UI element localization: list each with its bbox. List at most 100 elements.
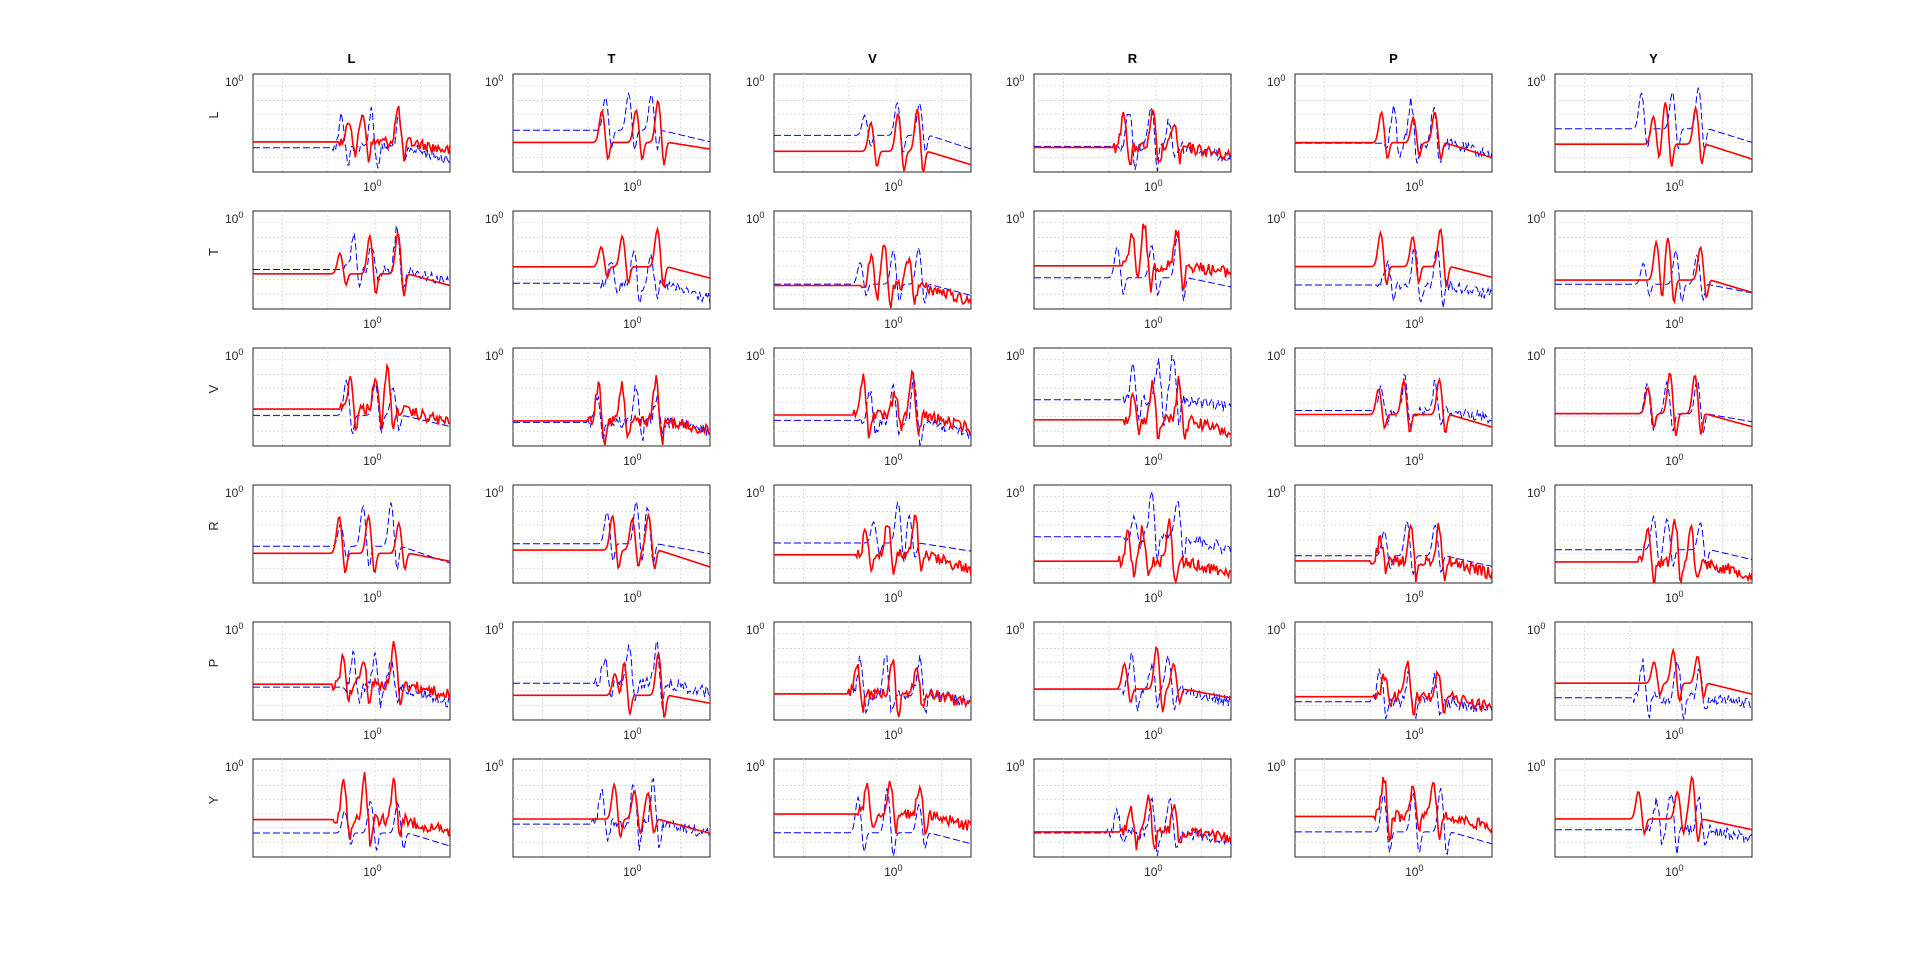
x-tick-label: 100 bbox=[1665, 178, 1683, 194]
subplot-t-y: 100 100 bbox=[1527, 210, 1753, 331]
series-line-red bbox=[253, 771, 451, 847]
column-title-y: Y bbox=[1649, 51, 1658, 66]
series-line-blue bbox=[253, 650, 451, 708]
axes-box bbox=[252, 484, 451, 584]
axes-box bbox=[1294, 73, 1493, 173]
x-tick-label: 100 bbox=[884, 863, 902, 879]
x-tick-label: 100 bbox=[1144, 863, 1162, 879]
series-line-red bbox=[1034, 375, 1232, 440]
series-line-blue bbox=[1034, 105, 1232, 172]
y-tick-label: 100 bbox=[225, 210, 243, 226]
column-title-l: L bbox=[348, 51, 356, 66]
series-line-red bbox=[1034, 645, 1232, 713]
y-tick-label: 100 bbox=[485, 621, 503, 637]
column-title-r: R bbox=[1128, 51, 1138, 66]
series-line-blue bbox=[774, 787, 972, 857]
y-tick-label: 100 bbox=[225, 73, 243, 89]
axes-box bbox=[252, 621, 451, 721]
y-tick-label: 100 bbox=[1006, 484, 1024, 500]
series-line-red bbox=[1034, 223, 1232, 293]
y-tick-label: 100 bbox=[1527, 484, 1545, 500]
subplot-v-l: 100 100 bbox=[225, 347, 451, 468]
series-line-blue bbox=[774, 501, 972, 562]
subplot-p-r: 100 100 bbox=[1006, 621, 1232, 742]
series-line-blue bbox=[1555, 514, 1753, 569]
axes-box bbox=[1033, 758, 1232, 858]
series-line-red bbox=[253, 362, 451, 432]
axes-box bbox=[1294, 758, 1493, 858]
subplot-t-r: 100 100 bbox=[1006, 210, 1232, 331]
subplot-y-r: 100 100 bbox=[1006, 758, 1232, 879]
y-tick-label: 100 bbox=[746, 621, 764, 637]
series-line-red bbox=[774, 514, 972, 576]
series-line-blue bbox=[1555, 792, 1753, 855]
axes-box bbox=[512, 621, 711, 721]
y-tick-label: 100 bbox=[485, 758, 503, 774]
series-line-red bbox=[1295, 660, 1493, 716]
subplot-y-v: 100 100 bbox=[746, 758, 972, 879]
x-tick-label: 100 bbox=[363, 315, 381, 331]
row-label-v: V bbox=[206, 384, 221, 393]
axes-box bbox=[1554, 758, 1753, 858]
x-tick-label: 100 bbox=[1144, 452, 1162, 468]
series-line-blue bbox=[253, 800, 451, 851]
series-line-blue bbox=[1295, 249, 1493, 309]
series-line-red bbox=[1555, 775, 1753, 843]
x-tick-label: 100 bbox=[623, 178, 641, 194]
x-tick-label: 100 bbox=[1144, 178, 1162, 194]
axes-box bbox=[512, 347, 711, 447]
series-line-blue bbox=[1555, 658, 1753, 720]
subplot-p-y: 100 100 bbox=[1527, 621, 1753, 742]
subplot-y-y: 100 100 bbox=[1527, 758, 1753, 879]
series-line-red bbox=[1295, 227, 1493, 289]
series-line-red bbox=[1295, 776, 1493, 843]
y-tick-label: 100 bbox=[1527, 347, 1545, 363]
axes-box bbox=[252, 210, 451, 310]
y-tick-label: 100 bbox=[225, 758, 243, 774]
y-tick-label: 100 bbox=[225, 621, 243, 637]
series-line-red bbox=[253, 513, 451, 574]
subplot-l-t: 100 100 bbox=[485, 73, 711, 194]
y-tick-label: 100 bbox=[485, 73, 503, 89]
series-line-red bbox=[1034, 518, 1232, 585]
x-tick-label: 100 bbox=[363, 178, 381, 194]
row-label-p: P bbox=[206, 659, 221, 668]
subplot-t-v: 100 100 bbox=[746, 210, 972, 331]
y-tick-label: 100 bbox=[746, 73, 764, 89]
y-tick-label: 100 bbox=[485, 484, 503, 500]
series-line-blue bbox=[253, 225, 451, 292]
subplot-r-v: 100 100 bbox=[746, 484, 972, 605]
axes-box bbox=[773, 347, 972, 447]
x-tick-label: 100 bbox=[884, 452, 902, 468]
y-tick-label: 100 bbox=[1267, 347, 1285, 363]
y-tick-label: 100 bbox=[1006, 210, 1024, 226]
x-tick-label: 100 bbox=[1144, 315, 1162, 331]
y-tick-label: 100 bbox=[746, 484, 764, 500]
y-tick-label: 100 bbox=[1527, 73, 1545, 89]
y-tick-label: 100 bbox=[746, 758, 764, 774]
series-line-blue bbox=[1295, 520, 1493, 575]
row-label-y: Y bbox=[206, 795, 221, 804]
x-tick-label: 100 bbox=[1405, 452, 1423, 468]
subplot-t-t: 100 100 bbox=[485, 210, 711, 331]
x-tick-label: 100 bbox=[1405, 589, 1423, 605]
axes-box bbox=[1033, 621, 1232, 721]
series-line-blue bbox=[1034, 491, 1232, 561]
x-tick-label: 100 bbox=[623, 452, 641, 468]
series-line-red bbox=[774, 659, 972, 718]
y-tick-label: 100 bbox=[1006, 621, 1024, 637]
series-line-red bbox=[513, 226, 711, 289]
axes-box bbox=[252, 758, 451, 858]
series-line-blue bbox=[253, 502, 451, 570]
axes-box bbox=[252, 73, 451, 173]
series-line-red bbox=[1295, 110, 1493, 160]
axes-box bbox=[1294, 210, 1493, 310]
x-tick-label: 100 bbox=[623, 726, 641, 742]
subplot-l-l: 100 100 bbox=[225, 73, 451, 194]
x-tick-label: 100 bbox=[363, 452, 381, 468]
y-tick-label: 100 bbox=[1267, 621, 1285, 637]
axes-box bbox=[1294, 347, 1493, 447]
series-line-red bbox=[1555, 647, 1753, 704]
subplot-l-v: 100 100 bbox=[746, 73, 972, 194]
